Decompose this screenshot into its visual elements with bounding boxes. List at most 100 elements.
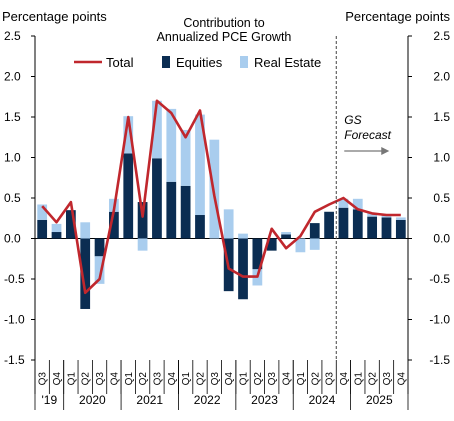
x-quarter-label: Q4: [339, 372, 350, 386]
right-y-tick-label: -0.5: [429, 272, 450, 286]
x-quarter-label: Q1: [353, 372, 364, 386]
x-year-label: 2023: [251, 393, 278, 407]
x-quarter-label: Q3: [210, 372, 221, 386]
right-y-tick-label: 2.5: [433, 29, 450, 43]
x-quarter-label: Q1: [296, 372, 307, 386]
x-axis-labels: Q3 Q4 Q1 Q2 Q3 Q4 Q1 Q2 Q3 Q4 Q1 Q2 Q3 Q4 Q1 Q2 Q3 Q4 Q1 Q2…: [34, 360, 409, 410]
x-year-label: 2022: [194, 393, 221, 407]
right-y-axis-title: Percentage points: [345, 9, 450, 24]
legend-equities-label: Equities: [176, 55, 223, 70]
bar-real-estate: [94, 256, 105, 284]
x-quarter-label: Q4: [52, 372, 63, 386]
x-year-label: 2024: [309, 393, 336, 407]
legend-total-label: Total: [106, 55, 134, 70]
x-quarter-label: Q2: [310, 372, 321, 386]
left-y-tick-label: 1.5: [4, 110, 21, 124]
bar-real-estate: [152, 100, 162, 159]
bar-equities: [252, 238, 263, 270]
x-quarter-label: Q1: [239, 372, 250, 386]
right-y-tick-label: 1.0: [433, 151, 450, 165]
bar-real-estate: [309, 238, 320, 250]
left-y-tick-label: 0.5: [4, 191, 21, 205]
forecast-label-line-2: Forecast: [344, 128, 391, 142]
bar-equities: [109, 211, 119, 239]
bar-equities: [367, 216, 378, 239]
x-quarter-label: Q1: [124, 372, 135, 386]
bar-equities: [137, 202, 148, 239]
bar-real-estate: [51, 223, 62, 233]
bar-real-estate: [137, 238, 148, 251]
x-quarter-label: Q4: [224, 372, 235, 386]
bar-equities: [238, 238, 248, 300]
x-quarter-label: Q1: [66, 372, 77, 386]
left-y-axis-title: Percentage points: [2, 9, 107, 24]
forecast-arrow-head: [381, 147, 390, 155]
right-y-tick-label: 0.0: [433, 232, 450, 246]
right-y-tick-label: -1.0: [429, 313, 450, 327]
left-y-tick-label: 2.5: [4, 29, 21, 43]
bar-equities: [309, 223, 320, 239]
bar-real-estate: [281, 232, 291, 235]
bar-real-estate: [180, 129, 191, 186]
legend-real-estate-swatch: [240, 56, 248, 68]
bar-equities: [152, 158, 162, 239]
x-quarter-label: Q4: [282, 372, 293, 386]
x-year-label: '19: [42, 393, 58, 407]
x-quarter-label: Q4: [109, 372, 120, 386]
chart-title-line-1: Contribution to: [183, 16, 264, 30]
bar-real-estate: [395, 217, 406, 220]
bar-equities: [266, 238, 277, 251]
bar-equities: [180, 185, 191, 239]
x-quarter-label: Q3: [267, 372, 278, 386]
bar-real-estate: [338, 198, 349, 208]
x-quarter-label: Q4: [396, 372, 407, 386]
bar-real-estate: [238, 233, 248, 239]
right-y-tick-label: -1.5: [429, 353, 450, 367]
bar-real-estate: [166, 108, 177, 182]
x-quarter-label: Q2: [138, 372, 149, 386]
bar-real-estate: [37, 204, 48, 220]
bar-equities: [324, 211, 334, 239]
bar-equities: [352, 209, 363, 239]
right-y-tick-label: 0.5: [433, 191, 450, 205]
bar-equities: [123, 153, 134, 239]
grid-and-axes: -1.5 -1.5 -1.0 -1.0 -0.5 -0.5 0.0 0.0 0.5 0.5 1.0 1…: [4, 29, 450, 367]
total-line: [41, 99, 401, 295]
legend-real-estate-label: Real Estate: [254, 55, 321, 70]
bar-real-estate: [80, 222, 91, 239]
bar-equities: [94, 238, 105, 257]
bar-equities: [80, 238, 91, 309]
x-quarter-label: Q1: [181, 372, 192, 386]
left-y-tick-label: -1.0: [4, 313, 25, 327]
bar-real-estate: [367, 213, 378, 217]
x-quarter-label: Q3: [382, 372, 393, 386]
left-y-tick-label: 1.0: [4, 151, 21, 165]
bar-real-estate: [295, 238, 306, 253]
x-quarter-label: Q3: [152, 372, 163, 386]
x-quarter-label: Q2: [81, 372, 92, 386]
right-y-tick-label: 1.5: [433, 110, 450, 124]
chart-title-line-2: Annualized PCE Growth: [157, 30, 292, 44]
left-y-tick-label: -0.5: [4, 272, 25, 286]
x-year-label: 2020: [79, 393, 106, 407]
bar-real-estate: [195, 114, 205, 216]
bar-equities: [51, 232, 62, 239]
bar-real-estate: [123, 116, 134, 154]
bar-equities: [381, 217, 392, 239]
x-quarter-label: Q4: [167, 372, 178, 386]
x-quarter-label: Q3: [38, 372, 49, 386]
line-layer: [41, 99, 401, 295]
x-quarter-label: Q2: [368, 372, 379, 386]
legend: Total Equities Real Estate: [74, 55, 321, 70]
bar-equities: [281, 234, 291, 239]
legend-equities-swatch: [162, 56, 170, 68]
x-year-label: 2021: [136, 393, 163, 407]
bar-equities: [166, 181, 177, 239]
x-year-label: 2025: [366, 393, 393, 407]
forecast-label-line-1: GS: [344, 113, 361, 127]
bar-equities: [195, 215, 205, 239]
right-y-tick-label: 2.0: [433, 70, 450, 84]
left-y-tick-label: 2.0: [4, 70, 21, 84]
